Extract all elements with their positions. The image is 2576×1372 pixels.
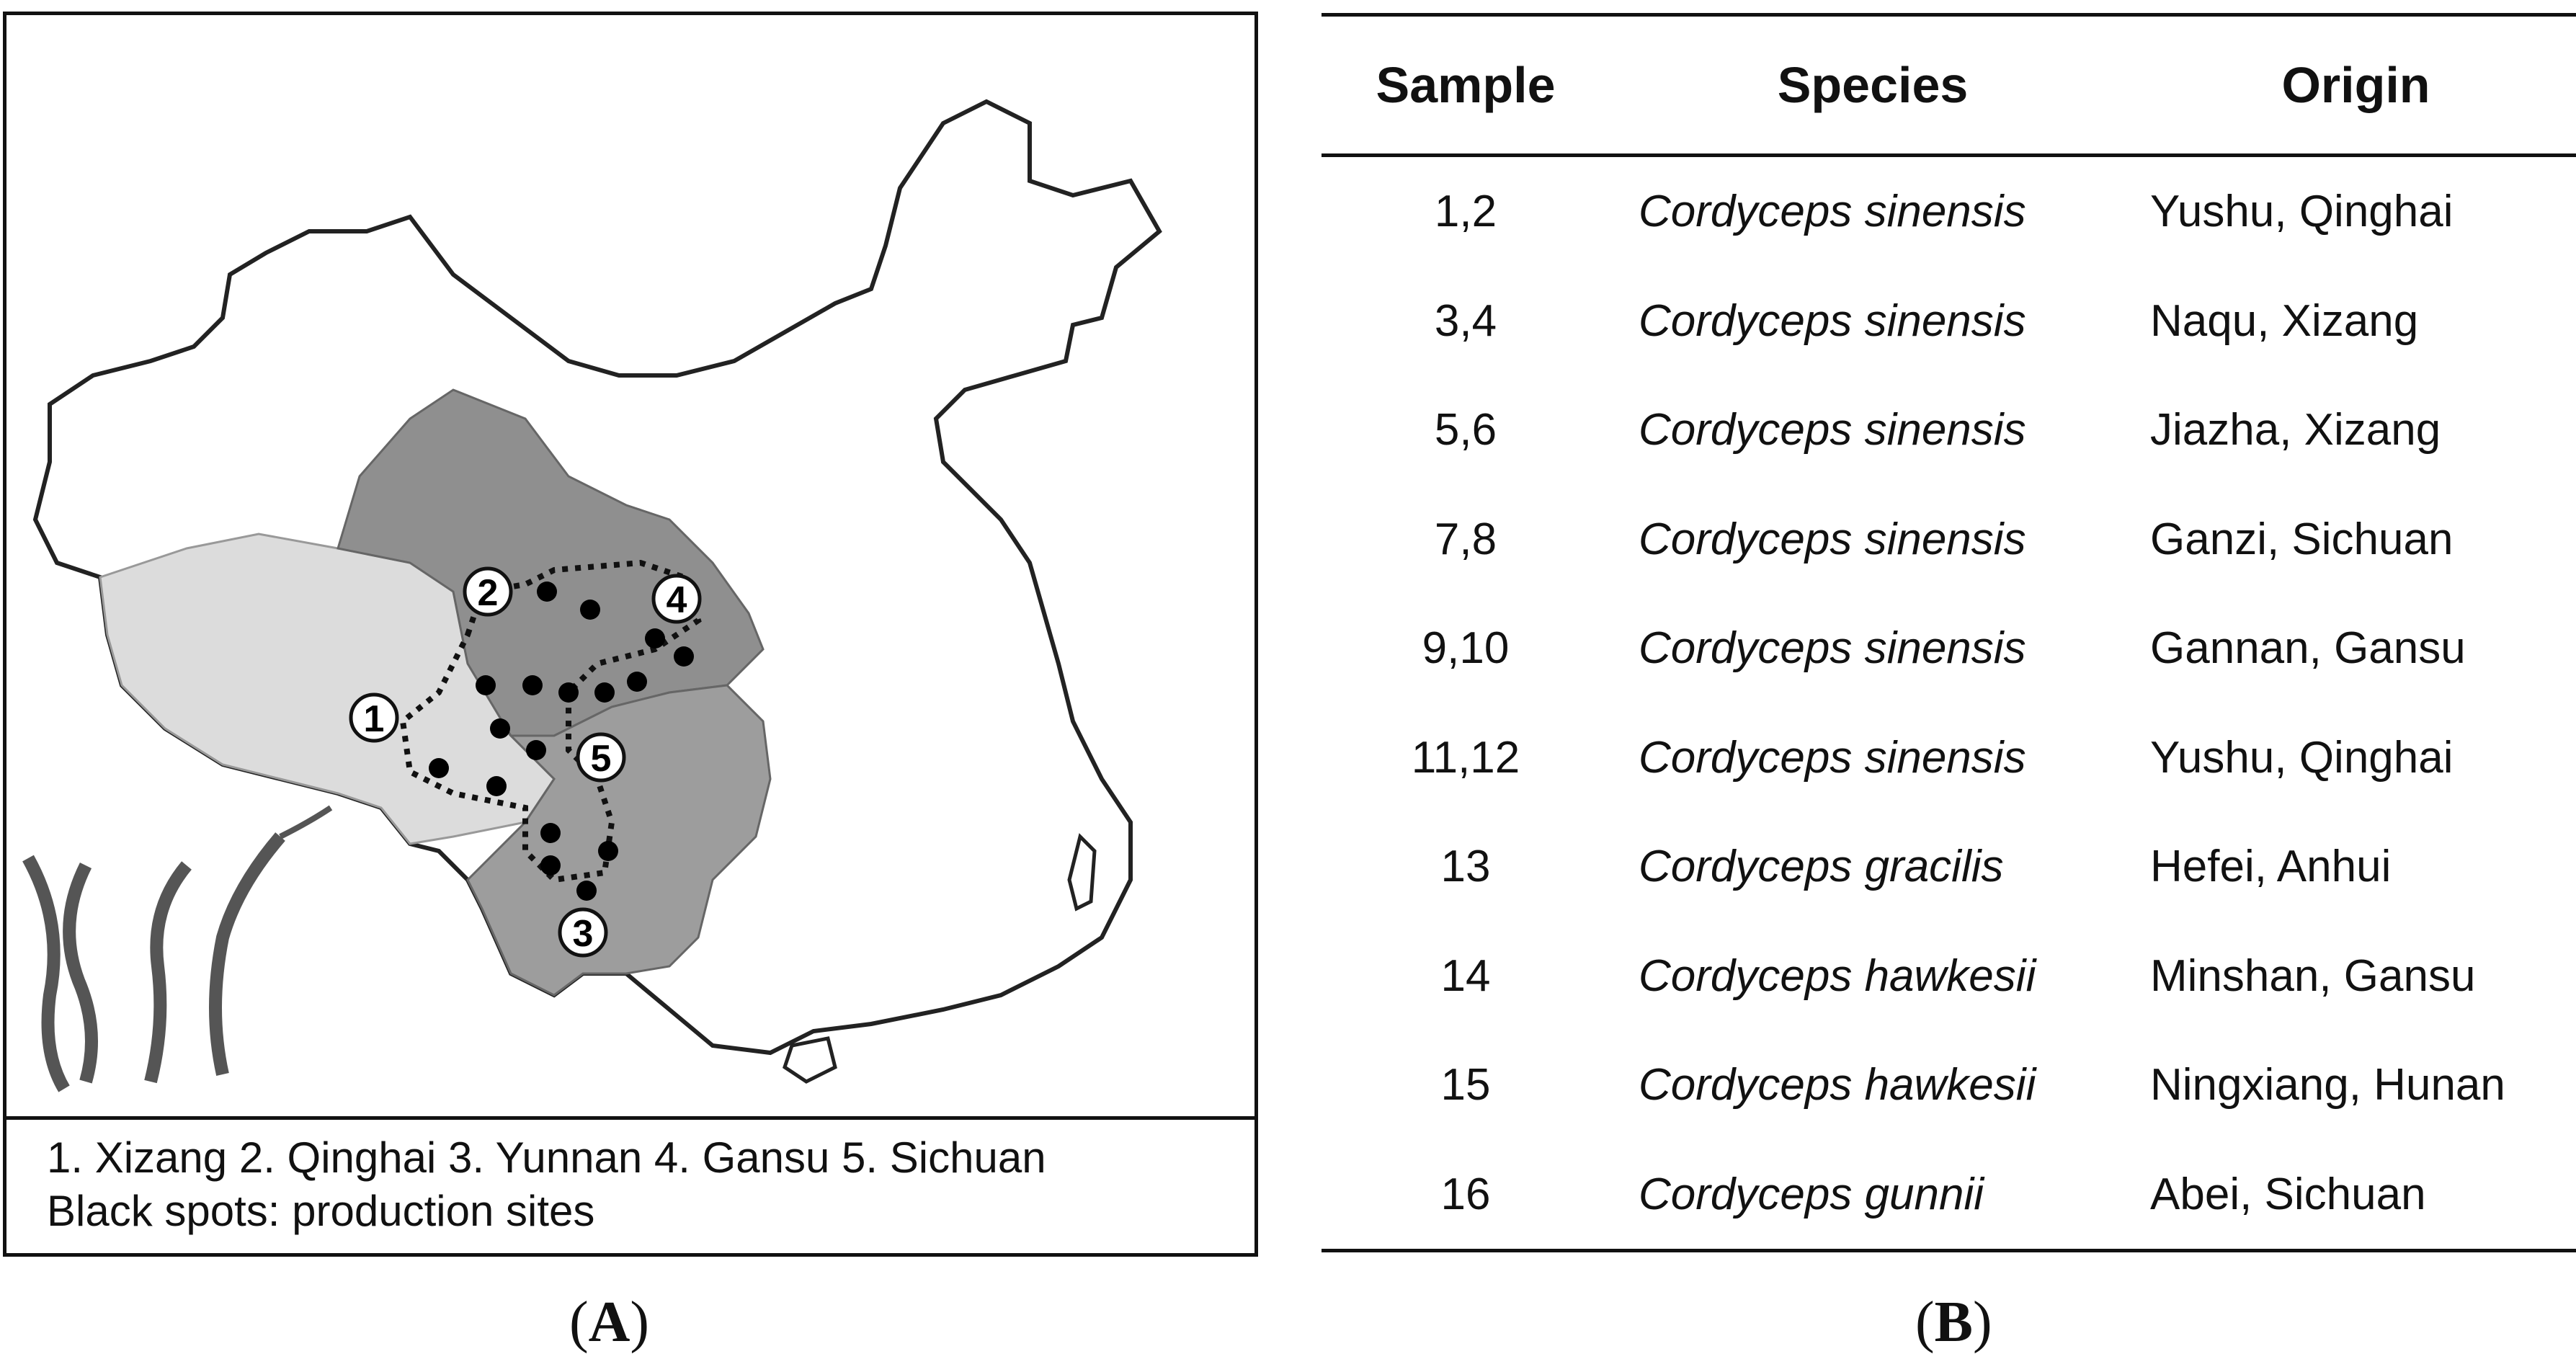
cell-sample: 11,12 xyxy=(1411,732,1520,783)
table-header-row: Sample Species Origin xyxy=(1322,14,2576,156)
production-site-spot xyxy=(576,881,597,901)
region-marker-2: 2 xyxy=(463,566,513,617)
production-site-spot xyxy=(537,582,557,602)
production-site-spot xyxy=(540,855,561,876)
cell-sample: 16 xyxy=(1440,1169,1491,1219)
table-row: 14 Cordyceps hawkesii Minshan, Gansu xyxy=(1322,922,2576,1031)
cell-species: Cordyceps sinensis xyxy=(1639,187,2026,237)
cell-origin: Minshan, Gansu xyxy=(2150,950,2476,1001)
header-sample: Sample xyxy=(1376,57,1556,113)
production-site-spot xyxy=(526,740,546,760)
header-species: Species xyxy=(1777,57,1969,113)
table-row: 7,8 Cordyceps sinensis Ganzi, Sichuan xyxy=(1322,485,2576,594)
cell-sample: 5,6 xyxy=(1434,405,1497,455)
table-row: 1,2 Cordyceps sinensis Yushu, Qinghai xyxy=(1322,156,2576,267)
table-row: 3,4 Cordyceps sinensis Naqu, Xizang xyxy=(1322,267,2576,376)
panel-a-caption: (A) xyxy=(569,1291,650,1354)
region-qinghai-gansu xyxy=(337,388,765,737)
production-site-spot xyxy=(627,672,647,692)
cell-origin: Naqu, Xizang xyxy=(2150,295,2419,346)
hainan-island xyxy=(783,1036,837,1084)
legend-production-sites: Black spots: production sites xyxy=(47,1187,595,1235)
cell-sample: 9,10 xyxy=(1422,623,1510,674)
table-row: 16 Cordyceps gunnii Abei, Sichuan xyxy=(1322,1140,2576,1251)
header-origin: Origin xyxy=(2281,57,2430,113)
svg-text:3: 3 xyxy=(573,913,594,955)
taiwan-island xyxy=(1067,833,1097,912)
panel-b-table: Sample Species Origin 1,2 Cordyceps sinen… xyxy=(1322,13,2576,1257)
production-site-spot xyxy=(429,758,449,778)
production-site-spot xyxy=(580,600,600,620)
panel-b-letter: B xyxy=(1934,1291,1973,1354)
production-site-spot xyxy=(476,675,496,695)
table-row: 13 Cordyceps gracilis Hefei, Anhui xyxy=(1322,812,2576,922)
cell-sample: 13 xyxy=(1440,842,1491,892)
svg-text:1: 1 xyxy=(364,698,385,740)
region-marker-3: 3 xyxy=(558,907,608,958)
cell-sample: 1,2 xyxy=(1434,187,1497,237)
china-map: 1 2 3 4 5 xyxy=(22,99,1162,1092)
cell-origin: Abei, Sichuan xyxy=(2150,1169,2426,1219)
table-row: 9,10 Cordyceps sinensis Gannan, Gansu xyxy=(1322,594,2576,703)
cell-origin: Yushu, Qinghai xyxy=(2150,187,2454,237)
cell-species: Cordyceps hawkesii xyxy=(1639,950,2036,1001)
svg-text:2: 2 xyxy=(478,572,499,614)
production-site-spot xyxy=(674,646,694,667)
panel-a-letter: A xyxy=(588,1291,630,1354)
cell-species: Cordyceps gunnii xyxy=(1639,1169,1984,1219)
region-marker-5: 5 xyxy=(576,732,626,783)
svg-text:4: 4 xyxy=(667,579,687,621)
table-row: 15 Cordyceps hawkesii Ningxiang, Hunan xyxy=(1322,1030,2576,1140)
production-site-spot xyxy=(540,823,561,843)
production-site-spot xyxy=(645,628,665,649)
production-site-spot xyxy=(486,776,507,796)
cordyceps-illustration xyxy=(22,805,333,1092)
legend-regions: 1. Xizang 2. Qinghai 3. Yunnan 4. Gansu … xyxy=(47,1133,1046,1182)
cell-origin: Ningxiang, Hunan xyxy=(2150,1060,2505,1110)
production-site-spot xyxy=(558,682,579,703)
cell-species: Cordyceps sinensis xyxy=(1639,732,2026,783)
cell-sample: 15 xyxy=(1440,1060,1491,1110)
cell-species: Cordyceps gracilis xyxy=(1639,842,2004,892)
production-site-spot xyxy=(490,718,510,739)
panel-b-caption: (B) xyxy=(1915,1291,1992,1354)
cell-origin: Gannan, Gansu xyxy=(2150,623,2466,674)
table-row: 5,6 Cordyceps sinensis Jiazha, Xizang xyxy=(1322,375,2576,485)
cell-species: Cordyceps sinensis xyxy=(1639,623,2026,674)
table-row: 11,12 Cordyceps sinensis Yushu, Qinghai xyxy=(1322,703,2576,813)
region-sichuan-yunnan xyxy=(466,684,772,997)
cell-species: Cordyceps sinensis xyxy=(1639,405,2026,455)
region-marker-4: 4 xyxy=(651,574,702,624)
cell-sample: 14 xyxy=(1440,950,1491,1001)
map-legend: 1. Xizang 2. Qinghai 3. Yunnan 4. Gansu … xyxy=(6,1116,1254,1253)
region-marker-1: 1 xyxy=(349,692,399,743)
production-site-spot xyxy=(598,841,618,861)
svg-text:5: 5 xyxy=(591,738,612,780)
cell-origin: Yushu, Qinghai xyxy=(2150,732,2454,783)
cell-origin: Jiazha, Xizang xyxy=(2150,405,2441,455)
cell-species: Cordyceps sinensis xyxy=(1639,295,2026,346)
cell-origin: Hefei, Anhui xyxy=(2150,842,2392,892)
cell-origin: Ganzi, Sichuan xyxy=(2150,514,2454,564)
cell-sample: 3,4 xyxy=(1434,295,1497,346)
cell-species: Cordyceps hawkesii xyxy=(1639,1060,2036,1110)
panel-a-map: 1 2 3 4 5 1. Xizang 2. Qinghai 3. Yunnan… xyxy=(3,12,1258,1257)
sample-table: Sample Species Origin 1,2 Cordyceps sinen… xyxy=(1322,13,2576,1252)
production-site-spot xyxy=(522,675,543,695)
cell-sample: 7,8 xyxy=(1434,514,1497,564)
production-site-spot xyxy=(594,682,615,703)
cell-species: Cordyceps sinensis xyxy=(1639,514,2026,564)
